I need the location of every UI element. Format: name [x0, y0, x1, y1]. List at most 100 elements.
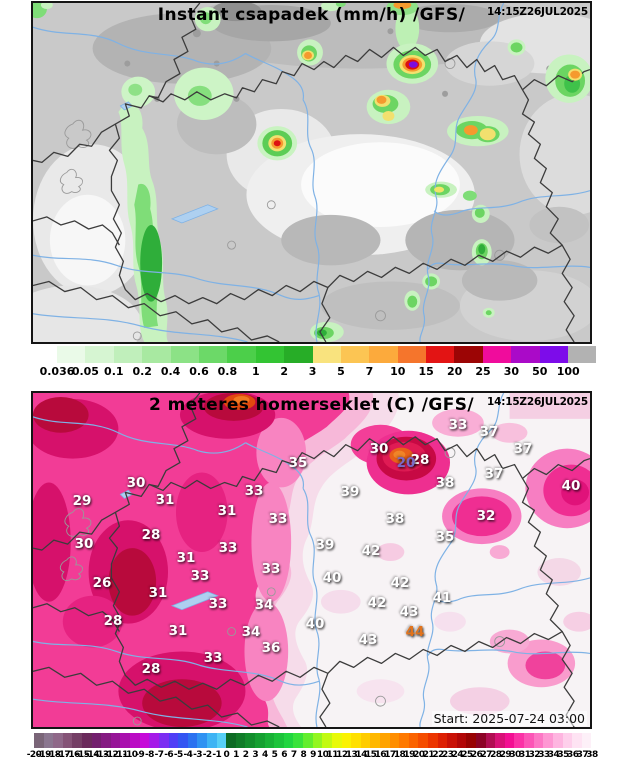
colorbar-tick: 12	[336, 750, 348, 760]
colorbar-tick: -10	[122, 750, 138, 760]
colorbar-tick: 23	[441, 750, 454, 760]
colorbar-cell	[524, 733, 534, 748]
colorbar-tick: -20	[26, 750, 42, 760]
colorbar-cell	[62, 733, 73, 748]
colorbar-tick: 10	[390, 365, 406, 378]
colorbar-tick: 25	[461, 750, 473, 760]
colorbar-cell	[572, 733, 582, 748]
temp-value-label: 41	[432, 590, 452, 607]
colorbar-cell	[454, 346, 483, 363]
colorbar-tick: 6	[281, 750, 287, 760]
temp-pink-field	[33, 393, 411, 727]
colorbar-tick: 38	[586, 750, 598, 760]
temp-value-label: 42	[361, 543, 381, 560]
precipitation-colorbar	[57, 346, 597, 363]
colorbar-tick: 37	[576, 750, 589, 760]
colorbar-cell	[485, 733, 496, 748]
temp-value-label: 31	[176, 550, 196, 567]
colorbar-tick: -11	[113, 750, 128, 760]
temp-value-label: 31	[148, 585, 168, 602]
colorbar-cell	[197, 733, 207, 748]
colorbar-cell	[178, 733, 188, 748]
temperature-colorbar-ticks: -20 -19 -18 -17 -16 -15 -14 -13 -12 -11 -10 -9 -8 -7-…	[0, 750, 627, 761]
temp-value-label: 37	[484, 466, 504, 483]
colorbar-cell	[101, 733, 111, 748]
temp-value-label: 38	[435, 475, 455, 492]
temp-value-label: 38	[385, 511, 405, 528]
colorbar-cell	[568, 346, 597, 363]
colorbar-cell	[495, 733, 505, 748]
colorbar-cell	[303, 733, 313, 748]
colorbar-cell	[43, 733, 54, 748]
colorbar-tick: -12	[103, 750, 119, 760]
run-start-label: Start: 2025-07-24 03:00	[431, 711, 587, 726]
colorbar-tick: -13	[94, 750, 109, 760]
colorbar-tick: 34	[547, 750, 560, 760]
colorbar-tick: 20	[446, 365, 463, 378]
colorbar-cell	[149, 733, 159, 748]
colorbar-cell	[437, 733, 448, 748]
temp-value-label: 31	[168, 623, 188, 640]
colorbar-tick: 8	[300, 750, 307, 760]
temp-value-label: 28	[141, 661, 161, 678]
colorbar-tick: 2	[280, 365, 289, 378]
temp-value-label: 26	[92, 575, 112, 592]
colorbar-cell	[206, 733, 217, 748]
temp-value-label: 33	[448, 417, 468, 434]
colorbar-cell	[34, 733, 44, 748]
colorbar-cell	[113, 346, 143, 363]
colorbar-tick: 24	[451, 750, 464, 760]
temp-value-label: 28	[103, 613, 123, 630]
temp-value-label: 39	[315, 537, 335, 554]
colorbar-cell	[226, 733, 236, 748]
temp-value-label: 34	[254, 597, 274, 614]
temp-value-label: 28	[410, 452, 430, 469]
colorbar-cell	[514, 733, 525, 748]
colorbar-cell	[53, 733, 63, 748]
colorbar-tick: 50	[532, 365, 548, 378]
temp-value-label: 33	[268, 511, 288, 528]
colorbar-cell	[369, 346, 398, 363]
colorbar-tick: 4	[262, 750, 268, 760]
country-borders-and-rivers	[33, 393, 590, 727]
colorbar-tick: 7	[290, 750, 297, 760]
colorbar-tick: 13	[345, 750, 358, 760]
colorbar-tick: 5	[271, 750, 278, 760]
colorbar-cell	[331, 733, 342, 748]
colorbar-tick: -19	[36, 750, 51, 760]
colorbar-cell	[293, 733, 304, 748]
colorbar-tick: 0.6	[189, 365, 209, 378]
temp-value-label: 33	[244, 483, 264, 500]
colorbar-tick: 3	[308, 365, 317, 378]
colorbar-cell	[408, 733, 419, 748]
colorbar-tick: 28	[490, 750, 502, 760]
colorbar-cell	[511, 346, 540, 363]
colorbar-tick: 3	[252, 750, 259, 760]
temp-value-label: 35	[288, 455, 308, 472]
temp-value-label: 40	[322, 570, 342, 587]
colorbar-tick: 0.1	[104, 365, 124, 378]
temp-value-label: 30	[369, 441, 389, 458]
colorbar-tick: 30	[503, 365, 520, 378]
colorbar-tick: -8	[145, 750, 154, 760]
temp-value-label: 32	[476, 508, 496, 525]
colorbar-tick: 15	[418, 365, 434, 378]
temp-map-timestamp: 14:15Z26JUL2025	[487, 396, 588, 408]
temp-value-label: 37	[479, 424, 499, 441]
colorbar-cell	[130, 733, 140, 748]
temp-value-label: 20	[396, 455, 416, 472]
temp-pale-patches	[320, 393, 590, 716]
temp-value-label: 39	[340, 484, 360, 501]
colorbar-tick: 36	[567, 750, 579, 760]
precip-intense-cores	[268, 3, 583, 193]
country-borders-and-rivers	[33, 3, 590, 342]
colorbar-tick: 18	[393, 750, 406, 760]
colorbar-cell	[456, 733, 467, 748]
colorbar-cell	[447, 733, 457, 748]
colorbar-cell	[322, 733, 332, 748]
colorbar-tick: 10	[316, 750, 329, 760]
colorbar-tick: 21	[422, 750, 435, 760]
colorbar-cell	[283, 733, 294, 748]
colorbar-tick: 1	[233, 750, 239, 760]
